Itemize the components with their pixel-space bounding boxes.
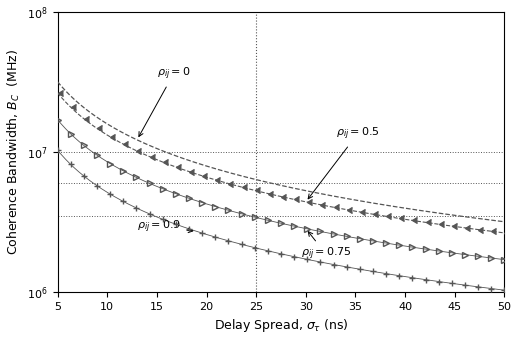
X-axis label: Delay Spread, $\sigma_{\tau}$ (ns): Delay Spread, $\sigma_{\tau}$ (ns) (214, 318, 348, 335)
Y-axis label: Coherence Bandwidth, $B_C$  (MHz): Coherence Bandwidth, $B_C$ (MHz) (6, 49, 22, 255)
Text: $\rho_{ij} = 0.75$: $\rho_{ij} = 0.75$ (301, 232, 351, 262)
Text: $\rho_{ij} = 0.5$: $\rho_{ij} = 0.5$ (308, 125, 379, 199)
Text: $\rho_{ij} = 0$: $\rho_{ij} = 0$ (139, 65, 191, 136)
Text: $\rho_{ij} = 0.9$: $\rho_{ij} = 0.9$ (137, 219, 193, 235)
